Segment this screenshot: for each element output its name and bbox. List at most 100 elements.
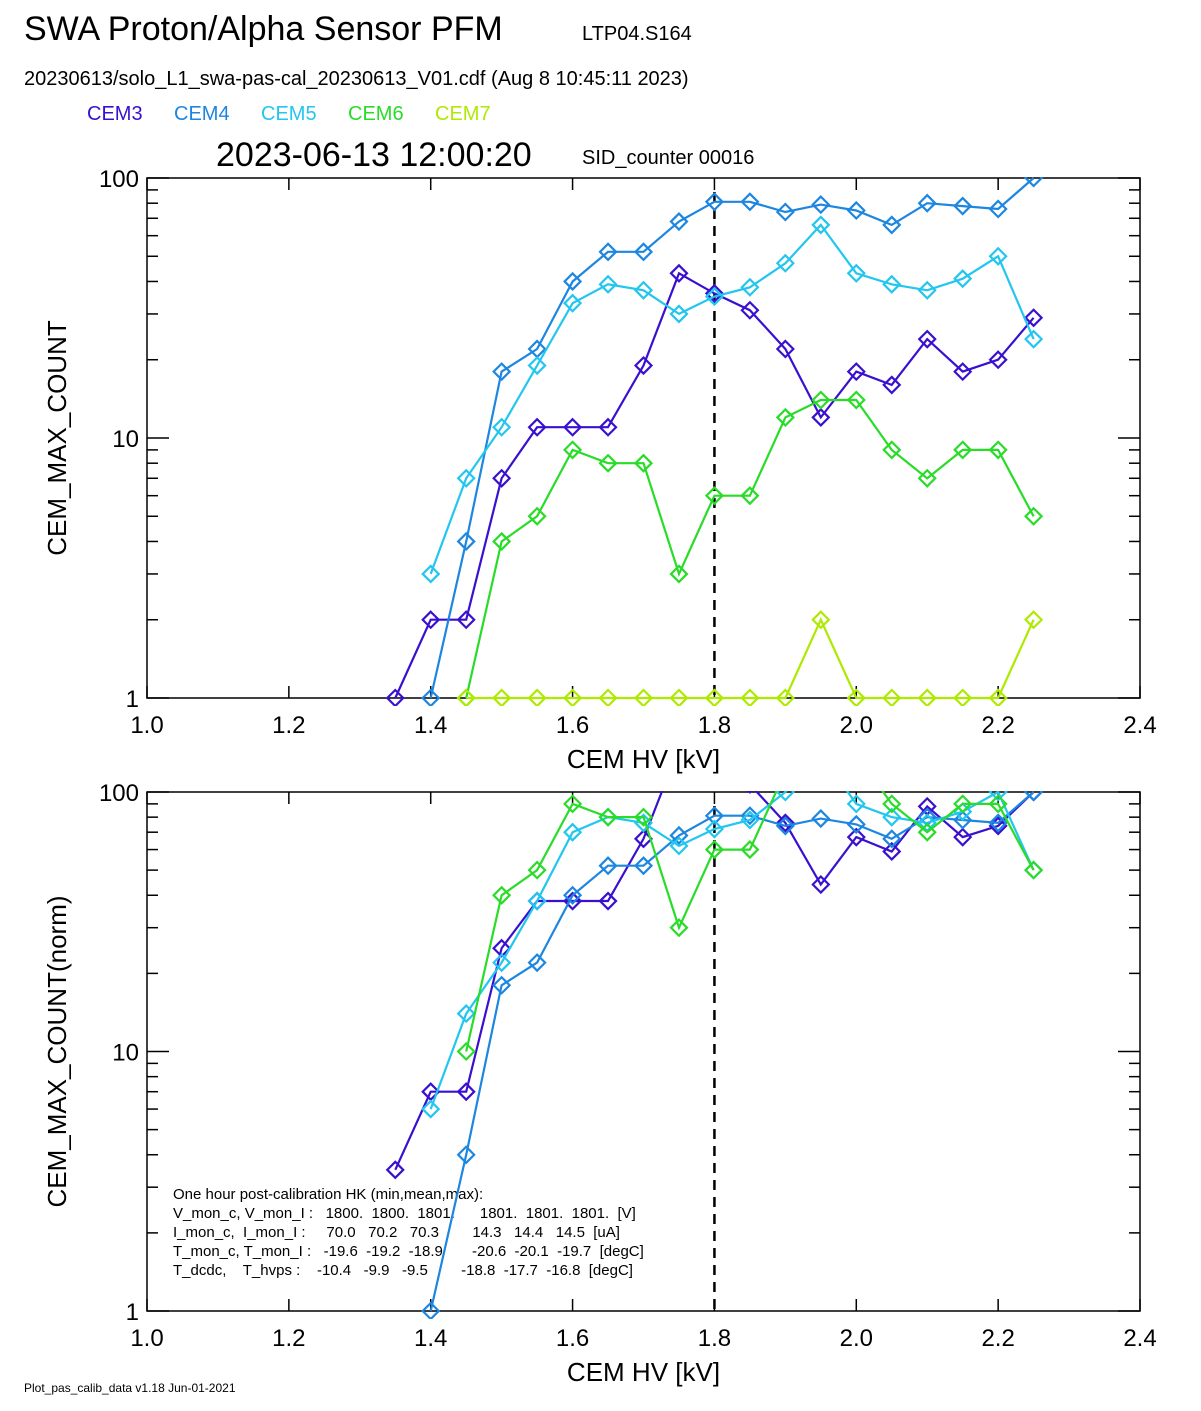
- marker: [988, 794, 1008, 814]
- marker: [1024, 308, 1044, 328]
- legend-entry: CEM3: [87, 103, 143, 125]
- hk-block: One hour post-calibration HK (min,mean,m…: [173, 1186, 644, 1279]
- marker: [775, 791, 795, 802]
- marker: [456, 610, 476, 630]
- marker: [917, 193, 937, 213]
- marker: [846, 263, 866, 283]
- marker: [811, 874, 831, 895]
- marker: [421, 610, 441, 630]
- marker: [740, 486, 760, 506]
- x-tick-label: 1.6: [556, 1325, 589, 1352]
- marker: [848, 746, 864, 762]
- x-axis-label: CEM HV [kV]: [567, 1357, 720, 1387]
- marker: [492, 362, 512, 382]
- marker: [633, 688, 654, 706]
- marker: [563, 293, 583, 313]
- hk-line: V_mon_c, V_mon_I : 1800. 1800. 1801. 180…: [173, 1205, 636, 1222]
- marker: [421, 688, 441, 706]
- marker: [456, 1082, 476, 1102]
- marker: [775, 816, 795, 836]
- sid-counter: SID_counter 00016: [582, 147, 754, 169]
- marker: [492, 885, 512, 905]
- series-line: [465, 398, 1035, 699]
- title: SWA Proton/Alpha Sensor PFM: [24, 10, 503, 48]
- marker: [633, 453, 654, 473]
- marker: [669, 211, 689, 232]
- marker: [563, 822, 583, 842]
- marker: [846, 362, 866, 382]
- marker: [882, 807, 902, 827]
- marker: [669, 836, 689, 856]
- marker: [563, 688, 583, 706]
- marker: [704, 286, 724, 307]
- marker: [811, 215, 831, 235]
- marker: [669, 304, 689, 324]
- marker: [1024, 860, 1044, 880]
- marker: [846, 200, 866, 221]
- y-tick-label: 100: [99, 780, 139, 807]
- marker: [492, 417, 512, 437]
- x-axis-label: CEM HV [kV]: [567, 744, 720, 774]
- marker: [988, 688, 1008, 706]
- marker: [598, 417, 618, 437]
- marker: [811, 195, 831, 215]
- x-tick-label: 1.8: [698, 1325, 731, 1352]
- marker: [953, 688, 973, 706]
- marker: [456, 468, 476, 488]
- marker: [882, 829, 902, 849]
- subtitle: LTP04.S164: [582, 23, 692, 45]
- marker: [704, 486, 724, 506]
- marker: [882, 440, 902, 460]
- marker: [598, 688, 618, 706]
- marker: [633, 807, 654, 827]
- file-info: 20230613/solo_L1_swa-pas-cal_20230613_V0…: [24, 68, 689, 90]
- y-tick-label: 10: [112, 1040, 139, 1067]
- marker: [1024, 860, 1044, 880]
- marker: [846, 814, 866, 834]
- series-line: [429, 177, 1035, 699]
- marker: [492, 975, 512, 995]
- legend-entry: CEM7: [435, 103, 491, 125]
- x-tick-label: 1.4: [414, 712, 447, 739]
- x-tick-label: 1.4: [414, 1325, 447, 1352]
- marker: [882, 794, 902, 814]
- series-line: [465, 791, 1035, 1052]
- marker: [669, 688, 689, 706]
- marker: [846, 390, 866, 410]
- marker: [527, 891, 547, 911]
- marker: [740, 300, 760, 320]
- footer: Plot_pas_calib_data v1.18 Jun-01-2021: [24, 1381, 236, 1395]
- marker: [598, 856, 618, 876]
- marker: [492, 468, 512, 488]
- marker: [740, 688, 760, 706]
- marker: [953, 440, 973, 460]
- legend-entry: CEM5: [261, 103, 317, 125]
- x-tick-label: 1.2: [272, 712, 305, 739]
- marker: [704, 806, 724, 826]
- marker: [704, 283, 724, 303]
- marker: [563, 794, 583, 814]
- marker: [988, 199, 1008, 219]
- x-tick-label: 1.0: [130, 712, 163, 739]
- marker: [527, 688, 547, 706]
- marker: [777, 763, 793, 779]
- marker: [917, 822, 937, 842]
- marker: [633, 242, 654, 262]
- marker: [740, 277, 760, 297]
- marker: [813, 746, 829, 762]
- marker: [421, 564, 441, 584]
- marker: [563, 271, 583, 292]
- marker: [882, 688, 902, 706]
- x-tick-label: 2.4: [1123, 1325, 1156, 1352]
- series-line: [394, 271, 1035, 699]
- marker: [811, 610, 831, 630]
- marker: [598, 807, 618, 827]
- marker: [527, 953, 547, 973]
- marker: [704, 840, 724, 860]
- marker: [456, 688, 476, 706]
- timestamp: 2023-06-13 12:00:20: [216, 136, 532, 174]
- x-tick-label: 1.2: [272, 1325, 305, 1352]
- marker: [1024, 791, 1044, 802]
- marker: [740, 810, 760, 830]
- series-line: [394, 791, 1035, 1171]
